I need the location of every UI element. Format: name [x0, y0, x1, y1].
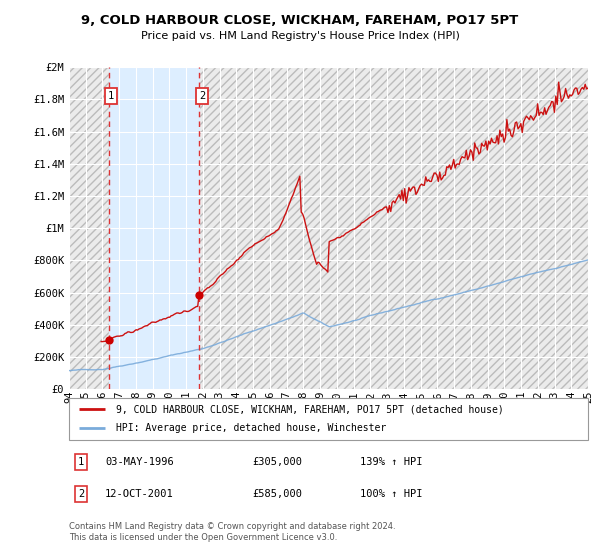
Text: 2: 2 — [78, 489, 84, 499]
FancyBboxPatch shape — [69, 398, 588, 440]
Text: 139% ↑ HPI: 139% ↑ HPI — [360, 457, 422, 467]
Text: 100% ↑ HPI: 100% ↑ HPI — [360, 489, 422, 499]
Text: 2: 2 — [199, 91, 205, 101]
Bar — [109, 67, 199, 389]
Bar — [69, 67, 109, 389]
Bar — [69, 67, 109, 389]
Bar — [199, 67, 588, 389]
Text: HPI: Average price, detached house, Winchester: HPI: Average price, detached house, Winc… — [116, 423, 386, 433]
Text: 03-MAY-1996: 03-MAY-1996 — [105, 457, 174, 467]
Text: 9, COLD HARBOUR CLOSE, WICKHAM, FAREHAM, PO17 5PT (detached house): 9, COLD HARBOUR CLOSE, WICKHAM, FAREHAM,… — [116, 404, 503, 414]
Text: 9, COLD HARBOUR CLOSE, WICKHAM, FAREHAM, PO17 5PT: 9, COLD HARBOUR CLOSE, WICKHAM, FAREHAM,… — [82, 14, 518, 27]
Text: 12-OCT-2001: 12-OCT-2001 — [105, 489, 174, 499]
Text: 1: 1 — [108, 91, 115, 101]
Bar — [199, 67, 588, 389]
Text: 1: 1 — [78, 457, 84, 467]
Text: Contains HM Land Registry data © Crown copyright and database right 2024.: Contains HM Land Registry data © Crown c… — [69, 522, 395, 531]
Text: £585,000: £585,000 — [252, 489, 302, 499]
Text: This data is licensed under the Open Government Licence v3.0.: This data is licensed under the Open Gov… — [69, 533, 337, 542]
Text: £305,000: £305,000 — [252, 457, 302, 467]
Text: Price paid vs. HM Land Registry's House Price Index (HPI): Price paid vs. HM Land Registry's House … — [140, 31, 460, 41]
